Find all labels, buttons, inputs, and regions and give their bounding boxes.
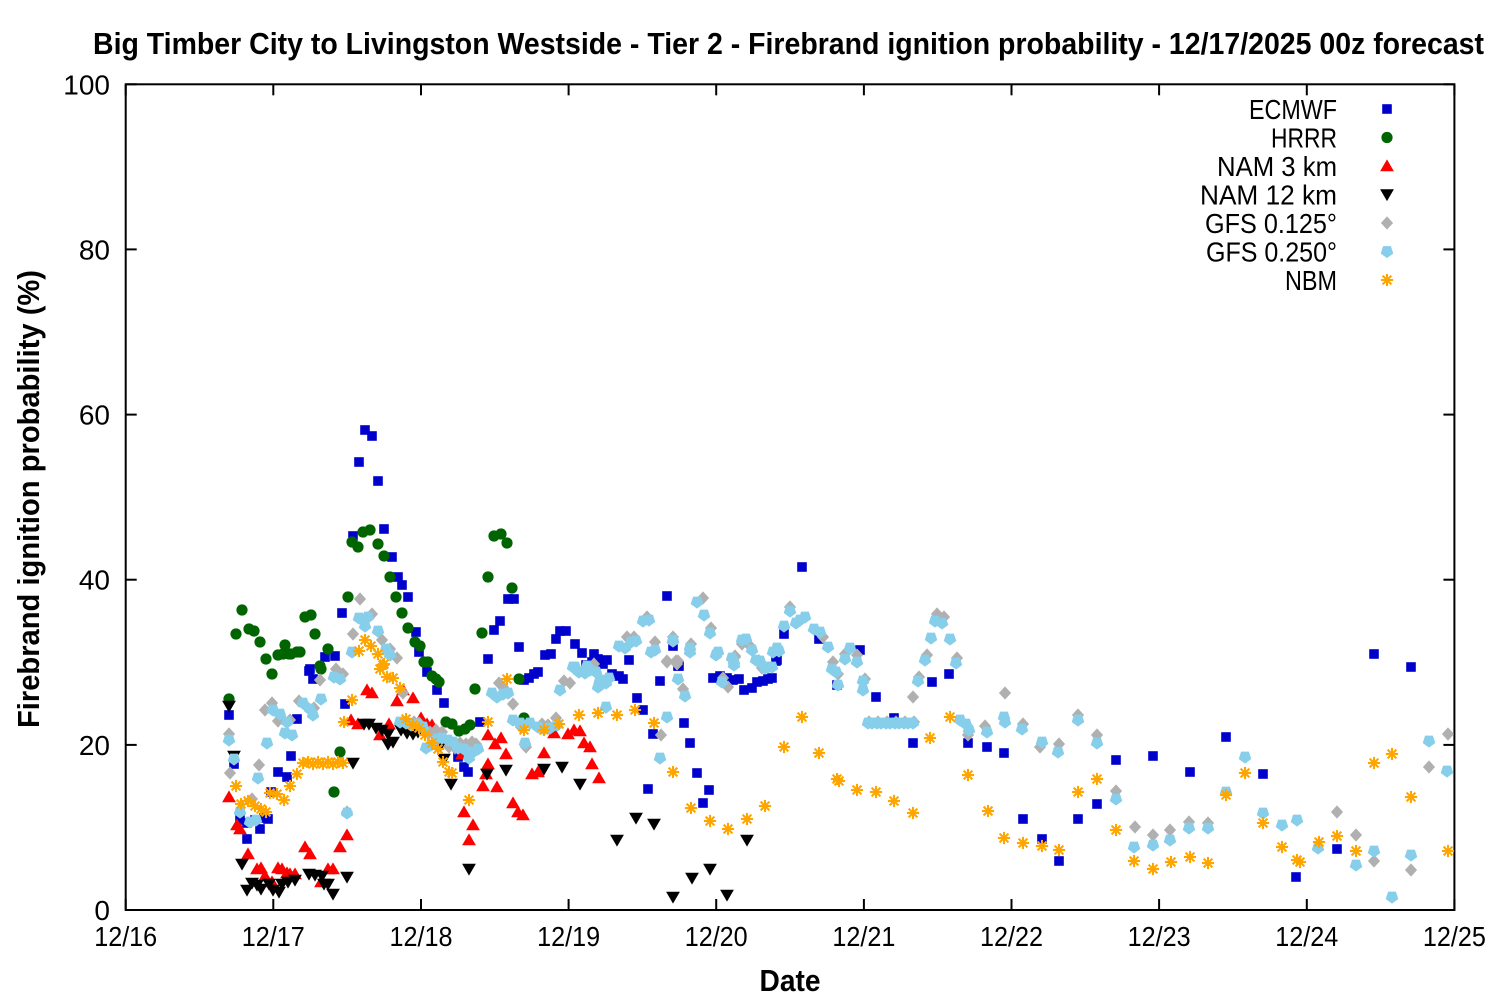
svg-text:Big Timber City to Livingston: Big Timber City to Livingston Westside -…: [93, 26, 1484, 61]
svg-text:Firebrand ignition probability: Firebrand ignition probability (%): [11, 270, 46, 728]
svg-text:GFS 0.250°: GFS 0.250°: [1206, 237, 1337, 268]
svg-text:NBM: NBM: [1285, 265, 1337, 296]
svg-text:NAM 12 km: NAM 12 km: [1200, 180, 1337, 211]
svg-text:80: 80: [79, 234, 110, 265]
svg-text:100: 100: [63, 69, 110, 100]
svg-text:12/22: 12/22: [980, 921, 1043, 952]
svg-text:40: 40: [79, 565, 110, 596]
svg-text:12/16: 12/16: [94, 921, 157, 952]
svg-text:20: 20: [79, 730, 110, 761]
svg-text:12/25: 12/25: [1423, 921, 1486, 952]
svg-text:Date: Date: [760, 963, 821, 998]
svg-text:ECMWF: ECMWF: [1249, 94, 1337, 125]
svg-text:12/17: 12/17: [242, 921, 305, 952]
svg-text:12/23: 12/23: [1128, 921, 1191, 952]
svg-text:12/20: 12/20: [685, 921, 748, 952]
svg-text:HRRR: HRRR: [1271, 123, 1337, 154]
svg-text:12/19: 12/19: [537, 921, 600, 952]
svg-text:60: 60: [79, 400, 110, 431]
svg-text:12/21: 12/21: [832, 921, 895, 952]
svg-text:12/24: 12/24: [1275, 921, 1338, 952]
svg-text:0: 0: [94, 895, 110, 926]
svg-text:12/18: 12/18: [390, 921, 453, 952]
svg-text:NAM 3 km: NAM 3 km: [1217, 151, 1337, 182]
svg-text:GFS 0.125°: GFS 0.125°: [1205, 208, 1337, 239]
